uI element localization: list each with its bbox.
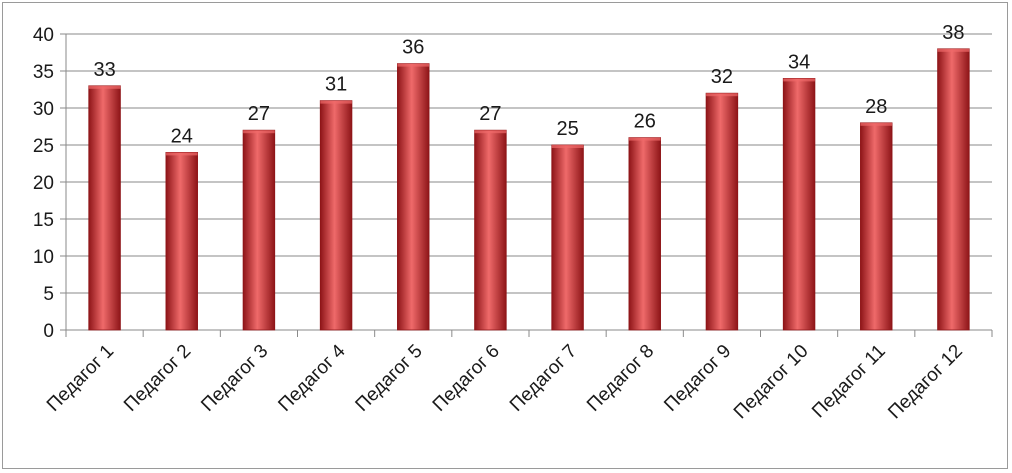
gridlines	[66, 33, 992, 294]
bar-cap	[706, 93, 738, 97]
bar-cap	[628, 137, 661, 141]
bar	[397, 63, 430, 331]
bar-cap	[474, 130, 507, 134]
data-label: 27	[479, 103, 501, 125]
data-label: 28	[865, 96, 887, 118]
x-tick-label: Педагог 1	[43, 341, 118, 416]
bars	[88, 48, 970, 331]
bar-cap	[320, 100, 352, 104]
bar	[860, 122, 893, 331]
x-tick-label: Педагог 5	[352, 341, 427, 416]
data-label: 24	[171, 125, 193, 147]
data-label: 31	[325, 74, 347, 96]
bar-cap	[88, 85, 121, 89]
data-label: 26	[634, 111, 656, 133]
x-tick-label: Педагог 3	[197, 341, 272, 416]
bar-cap	[165, 152, 198, 156]
x-tick-label: Педагог 8	[583, 341, 658, 416]
data-label: 25	[556, 118, 578, 140]
bar	[705, 92, 739, 331]
y-tick-label: 30	[33, 99, 54, 120]
data-label: 36	[402, 37, 424, 59]
bar-cap	[783, 78, 815, 82]
bar	[242, 129, 276, 331]
x-tick-label: Педагог 6	[429, 341, 504, 416]
bar	[88, 85, 121, 331]
x-tick-label: Педагог 9	[660, 341, 735, 416]
data-label: 32	[711, 66, 733, 88]
y-tick-label: 5	[43, 284, 54, 305]
x-tick-label: Педагог 4	[274, 340, 349, 415]
x-tick-label: Педагог 10	[730, 341, 813, 424]
y-tick-label: 0	[43, 321, 54, 342]
bar	[551, 144, 584, 331]
bar-cap	[860, 122, 893, 126]
y-tick-label: 35	[33, 62, 54, 83]
data-label: 33	[93, 59, 115, 81]
bar	[782, 78, 816, 331]
y-tick-label: 40	[33, 25, 54, 46]
bar-cap	[551, 145, 584, 148]
bar	[474, 129, 507, 331]
data-label: 27	[248, 103, 270, 125]
bar-cap	[243, 130, 275, 134]
x-tick-label: Педагог 2	[120, 341, 195, 416]
x-tick-label: Педагог 11	[808, 341, 890, 423]
y-tick-label: 15	[33, 210, 54, 231]
x-tick-label: Педагог 7	[506, 341, 581, 416]
bar-cap	[937, 48, 970, 52]
bar	[937, 48, 970, 331]
x-tick-label: Педагог 12	[884, 341, 967, 424]
data-label: 38	[942, 22, 964, 44]
bar	[165, 151, 198, 331]
bar	[319, 100, 353, 331]
data-label: 34	[788, 51, 810, 73]
bar-cap	[397, 63, 430, 67]
y-tick-label: 25	[33, 136, 54, 157]
axes: 0 5 10 15 20 25 30 35 40	[33, 25, 993, 342]
y-tick-label: 10	[33, 247, 54, 268]
y-tick-label: 20	[33, 173, 54, 194]
bar	[628, 137, 661, 331]
